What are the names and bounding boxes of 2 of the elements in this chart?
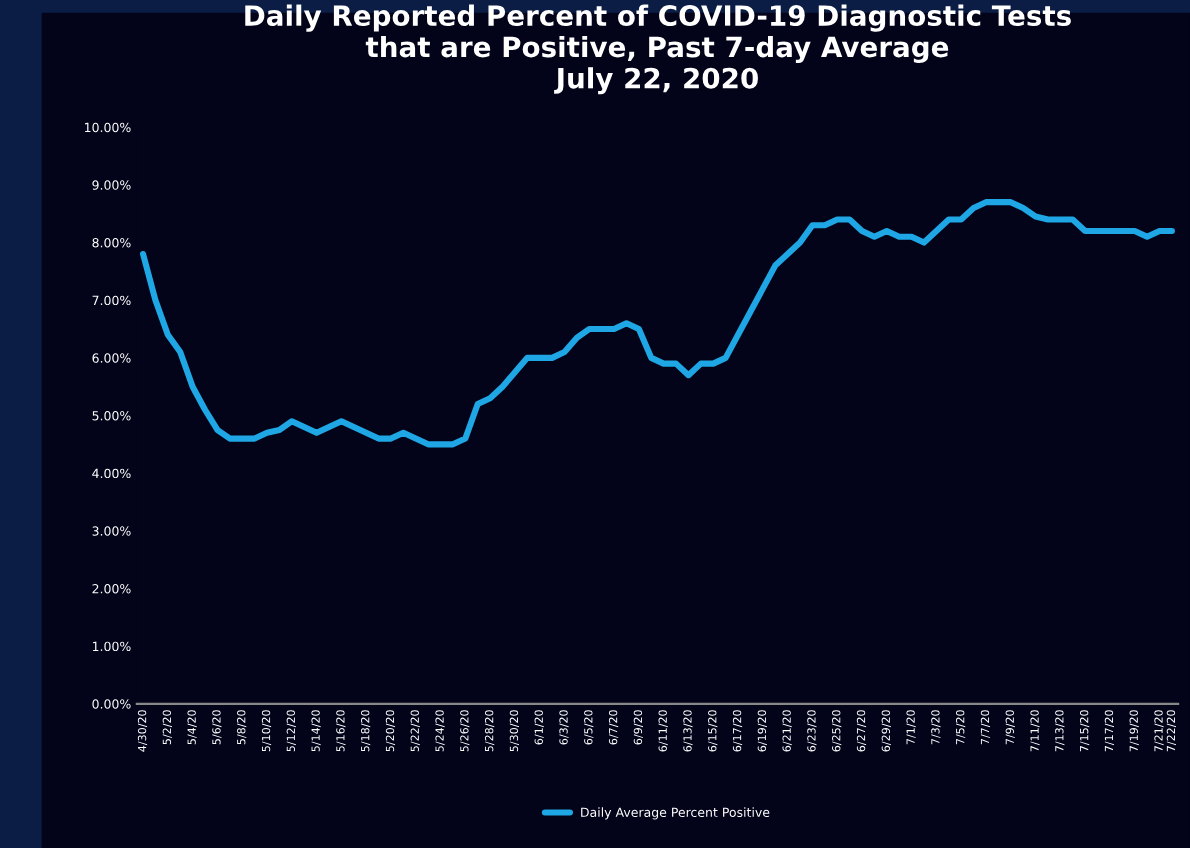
line-series: [139, 199, 1175, 448]
chart-title: Daily Reported Percent of COVID-19 Diagnostic Tests that are Positive, Past 7-day Average July 22, 2020: [245, 4, 1071, 95]
